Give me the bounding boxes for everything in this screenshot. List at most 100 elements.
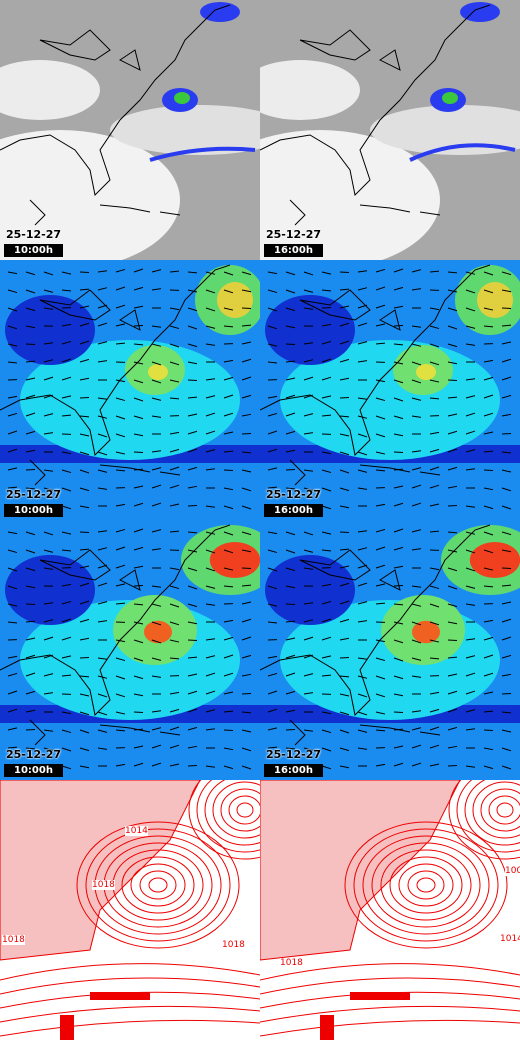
- isobar: [496, 802, 514, 818]
- wind-arrow: [447, 466, 458, 471]
- wind-arrow: [61, 747, 72, 752]
- wind-arrow: [501, 469, 512, 473]
- wind-arrow: [205, 468, 216, 471]
- wind-arrow: [79, 747, 90, 752]
- wind-arrow: [321, 395, 332, 399]
- wind-arrow: [97, 693, 108, 698]
- wind-arrow: [483, 567, 494, 571]
- wind-arrow: [151, 710, 162, 713]
- wind-arrow: [393, 433, 404, 437]
- wind-arrow: [79, 582, 90, 587]
- wind-arrow: [267, 549, 278, 554]
- isobar: [204, 780, 260, 846]
- wind-arrow: [61, 729, 72, 734]
- wind-arrow: [79, 377, 90, 381]
- wind-arrow: [241, 413, 252, 417]
- isobar: [398, 863, 454, 907]
- isobar: [212, 781, 260, 839]
- wind-arrow: [187, 413, 198, 417]
- wind-arrow: [115, 433, 126, 438]
- wind-arrow: [357, 270, 368, 273]
- wind-arrow: [97, 711, 108, 716]
- wind-arrow: [393, 762, 404, 767]
- isobar: [472, 781, 520, 839]
- wind-arrow: [501, 271, 512, 276]
- isobar-label: 100: [505, 866, 520, 876]
- wind-arrow: [7, 325, 18, 330]
- precip: [409, 143, 516, 162]
- wind-arrow: [7, 727, 18, 731]
- wind-arrow: [375, 286, 386, 291]
- wind-arrow: [223, 325, 234, 328]
- wind-arrow: [115, 415, 126, 420]
- wind-arrow: [483, 431, 494, 435]
- wind-arrow: [223, 747, 234, 751]
- wind-arrow: [339, 618, 350, 623]
- isobar: [188, 780, 260, 860]
- wind-arrow: [79, 433, 90, 437]
- map: [260, 780, 520, 1040]
- wind-arrow: [133, 343, 144, 346]
- wind-arrow: [115, 342, 126, 345]
- wind-arrow: [321, 765, 332, 770]
- wind-arrow: [223, 691, 234, 695]
- wind-arrow: [357, 451, 368, 456]
- wind-arrow: [133, 675, 144, 680]
- wind-arrow: [303, 271, 314, 276]
- wind-arrow: [303, 413, 314, 417]
- wind-arrow: [357, 620, 368, 623]
- wind-arrow: [133, 415, 144, 420]
- wind-arrow: [285, 394, 296, 399]
- wind-arrow: [339, 693, 350, 697]
- wind-arrow: [411, 744, 422, 749]
- isobar: [488, 795, 520, 825]
- wind-arrow: [465, 343, 476, 346]
- wind-arrow: [97, 341, 108, 345]
- wind-arrow: [7, 448, 18, 453]
- wind-arrow: [205, 765, 216, 768]
- wind-arrow: [447, 621, 458, 625]
- wind-arrow: [79, 271, 90, 274]
- isobar: [0, 977, 260, 995]
- map: [0, 520, 260, 780]
- wind-arrow: [187, 325, 198, 330]
- isobar: [148, 877, 168, 893]
- wind-arrow: [187, 430, 198, 435]
- wind-arrow: [267, 430, 278, 435]
- wind-arrow: [7, 708, 18, 713]
- wind-arrow: [429, 307, 440, 311]
- wind-arrow: [25, 343, 36, 346]
- wind-arrow: [447, 413, 458, 417]
- isobar-label: 1018: [2, 935, 25, 945]
- wind-arrow: [79, 637, 90, 641]
- lakes: [299, 289, 401, 331]
- wind-arrow: [321, 711, 332, 715]
- wind-arrow: [285, 360, 296, 363]
- wind-arrow: [483, 549, 494, 554]
- wind-arrow: [151, 502, 162, 507]
- wind-arrow: [43, 567, 54, 570]
- wind: [5, 295, 95, 365]
- wind-arrow: [339, 582, 350, 587]
- wind-arrow: [187, 396, 198, 399]
- wind-arrow: [169, 657, 180, 660]
- wind-arrow: [303, 673, 314, 677]
- wind-arrow: [339, 600, 350, 605]
- isobar: [362, 835, 490, 935]
- wind-arrow: [393, 485, 404, 489]
- wind-arrow: [169, 307, 180, 311]
- wind-arrow: [501, 673, 512, 677]
- isobar: [260, 1005, 520, 1023]
- wind-arrow: [97, 620, 108, 623]
- wind-arrow: [61, 414, 72, 417]
- wind-arrow: [133, 745, 144, 749]
- wind-arrow: [375, 268, 386, 273]
- wind-arrow: [169, 397, 180, 400]
- wind-arrow: [429, 726, 440, 731]
- wind-arrow: [267, 746, 278, 749]
- wind-arrow: [321, 531, 332, 535]
- wind-arrow: [25, 531, 36, 536]
- wind-arrow: [241, 601, 252, 605]
- wind-arrow: [241, 654, 252, 659]
